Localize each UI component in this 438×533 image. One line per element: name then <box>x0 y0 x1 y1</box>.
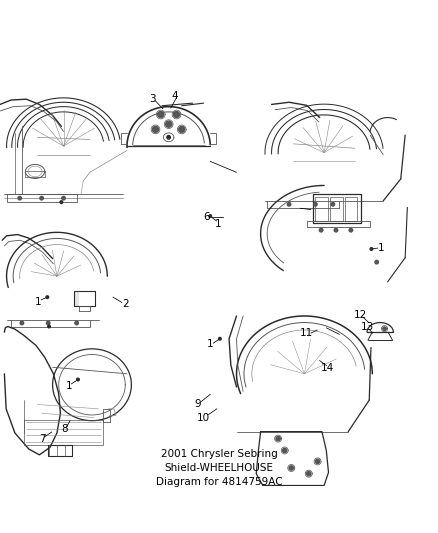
Circle shape <box>319 229 323 232</box>
Circle shape <box>75 321 78 325</box>
Circle shape <box>331 203 335 206</box>
Circle shape <box>314 203 317 206</box>
Circle shape <box>383 327 386 330</box>
Circle shape <box>370 248 373 251</box>
Circle shape <box>166 121 172 127</box>
Text: 1: 1 <box>378 243 385 253</box>
Circle shape <box>46 296 49 298</box>
Text: 1: 1 <box>66 381 73 391</box>
Circle shape <box>375 260 378 264</box>
Text: 1: 1 <box>35 296 42 306</box>
Text: 8: 8 <box>61 424 68 434</box>
Text: 1: 1 <box>207 340 214 350</box>
Circle shape <box>167 135 170 139</box>
Text: 12: 12 <box>353 310 367 320</box>
Circle shape <box>62 197 65 200</box>
Circle shape <box>349 229 353 232</box>
Circle shape <box>48 325 50 328</box>
Circle shape <box>209 215 212 217</box>
Text: 9: 9 <box>194 399 201 409</box>
Circle shape <box>40 197 43 200</box>
Text: 4: 4 <box>172 91 179 101</box>
Circle shape <box>283 448 287 453</box>
Circle shape <box>289 466 293 470</box>
Circle shape <box>18 197 21 200</box>
Text: 13: 13 <box>361 322 374 332</box>
Text: 14: 14 <box>321 363 334 373</box>
Circle shape <box>276 437 280 441</box>
Circle shape <box>46 321 50 325</box>
Text: 10: 10 <box>197 413 210 423</box>
Circle shape <box>60 201 63 204</box>
Text: 2: 2 <box>122 298 129 309</box>
Circle shape <box>179 126 185 133</box>
Circle shape <box>20 321 24 325</box>
Text: 2001 Chrysler Sebring
Shield-WHEELHOUSE
Diagram for 4814759AC: 2001 Chrysler Sebring Shield-WHEELHOUSE … <box>155 449 283 487</box>
Circle shape <box>219 337 221 340</box>
Text: 3: 3 <box>149 94 156 104</box>
Text: 7: 7 <box>39 434 46 443</box>
Text: 1: 1 <box>215 219 222 229</box>
Circle shape <box>334 229 338 232</box>
Text: 11: 11 <box>300 328 313 338</box>
Circle shape <box>152 126 159 133</box>
Circle shape <box>173 111 180 118</box>
Circle shape <box>158 111 164 118</box>
Text: 6: 6 <box>203 213 210 222</box>
Circle shape <box>315 459 320 464</box>
Circle shape <box>307 472 311 476</box>
Circle shape <box>77 378 79 381</box>
Circle shape <box>287 203 291 206</box>
